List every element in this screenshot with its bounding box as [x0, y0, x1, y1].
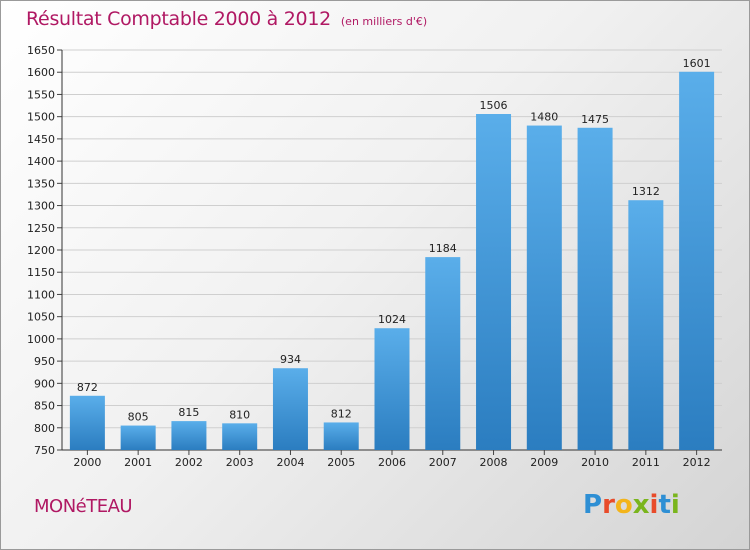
title-unit: (en milliers d'€)	[340, 15, 428, 28]
brand-letter: i	[670, 490, 680, 520]
y-tick-label: 1050	[27, 311, 55, 324]
chart-title: Résultat Comptable 2000 à 2012 (en millie…	[26, 8, 427, 30]
y-tick-label: 800	[34, 422, 55, 435]
bar	[69, 395, 105, 450]
y-tick-label: 1650	[27, 44, 55, 57]
y-tick-label: 1100	[27, 288, 55, 301]
brand-letter: P	[583, 490, 603, 520]
x-tick-label: 2005	[327, 456, 355, 469]
x-tick-labels: 2000 2001 2002 2003 2004 2005 2006 2007 2008 2009…	[73, 450, 711, 469]
bar	[526, 125, 562, 451]
x-tick-label: 2011	[632, 456, 660, 469]
y-tick-label: 1550	[27, 88, 55, 101]
y-tick-label: 1150	[27, 266, 55, 279]
value-labels: 872 805 815 810 934 812 1024 1184 1506 1480 1475 13…	[77, 57, 711, 424]
x-tick-label: 2006	[378, 456, 406, 469]
bars	[69, 71, 715, 451]
y-tick-label: 1500	[27, 111, 55, 124]
bar	[425, 257, 461, 450]
y-tick-label: 850	[34, 400, 55, 413]
bar	[628, 200, 664, 450]
bar	[374, 328, 410, 450]
y-tick-labels: 750 800 850 900 950 1000 1050 1100 1150 1200 1250 1…	[27, 44, 55, 457]
y-tick-label: 1000	[27, 333, 55, 346]
bar	[476, 114, 512, 450]
x-tick-label: 2004	[276, 456, 304, 469]
y-tick-label: 1300	[27, 200, 55, 213]
y-tick-label: 1450	[27, 133, 55, 146]
bar	[577, 127, 613, 451]
bar-value-label: 812	[331, 407, 352, 420]
bar-value-label: 815	[178, 406, 199, 419]
bar-value-label: 934	[280, 353, 301, 366]
brand-letter: r	[602, 490, 615, 520]
bar-value-label: 1480	[530, 111, 558, 124]
y-tick-label: 750	[34, 444, 55, 457]
commune-name: MONéTEAU	[34, 496, 133, 517]
y-tick-label: 1200	[27, 244, 55, 257]
y-tick-label: 1400	[27, 155, 55, 168]
bar	[679, 71, 715, 451]
x-tick-label: 2007	[429, 456, 457, 469]
bar-value-label: 1184	[429, 242, 457, 255]
x-tick-label: 2002	[175, 456, 203, 469]
brand-letter: o	[614, 490, 633, 520]
bar-value-label: 1024	[378, 313, 406, 326]
x-tick-label: 2010	[581, 456, 609, 469]
title-main: Résultat Comptable 2000 à 2012	[26, 8, 331, 30]
brand-letter: t	[658, 490, 671, 520]
y-tick-label: 950	[34, 355, 55, 368]
bar-value-label: 872	[77, 381, 98, 394]
x-tick-label: 2009	[530, 456, 558, 469]
brand-logo[interactable]: Proxiti	[583, 490, 680, 520]
x-tick-label: 2001	[124, 456, 152, 469]
x-tick-label: 2000	[73, 456, 101, 469]
brand-letter: i	[649, 490, 659, 520]
bar	[323, 422, 359, 450]
y-tick-label: 1250	[27, 222, 55, 235]
bar-value-label: 1475	[581, 113, 609, 126]
bar-value-label: 1506	[480, 99, 508, 112]
bar-value-label: 1312	[632, 185, 660, 198]
bar-value-label: 810	[229, 408, 250, 421]
bar	[120, 425, 156, 450]
y-tick-label: 900	[34, 377, 55, 390]
bar-value-label: 805	[128, 411, 149, 424]
x-tick-label: 2003	[226, 456, 254, 469]
bar-value-label: 1601	[683, 57, 711, 70]
bar	[272, 368, 308, 450]
bar	[171, 421, 207, 450]
y-tick-label: 1600	[27, 66, 55, 79]
bar	[222, 423, 258, 450]
x-tick-label: 2012	[683, 456, 711, 469]
x-tick-label: 2008	[480, 456, 508, 469]
y-tick-label: 1350	[27, 177, 55, 190]
brand-letter: x	[632, 490, 650, 520]
